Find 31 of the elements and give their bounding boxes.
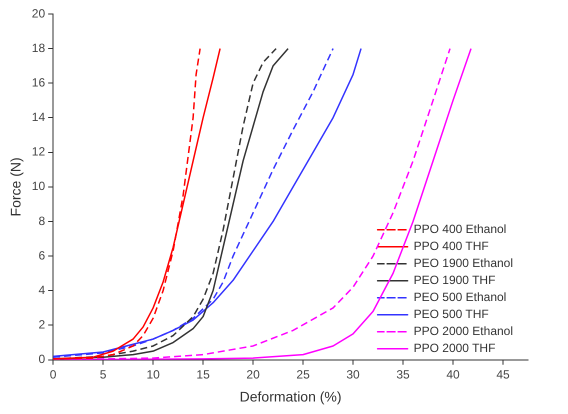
y-tick-label: 0: [38, 352, 46, 366]
y-tick-label: 18: [32, 40, 46, 55]
legend-label: PEO 1900 Ethanol: [414, 256, 513, 270]
y-tick-label: 20: [32, 6, 46, 20]
legend-label: PPO 400 Ethanol: [414, 222, 506, 236]
x-tick-label: 20: [246, 367, 260, 382]
y-tick-label: 12: [32, 144, 46, 159]
legend-label: PEO 500 THF: [414, 307, 489, 322]
x-tick-label: 0: [50, 367, 57, 382]
x-axis-title: Deformation (%): [240, 388, 342, 404]
legend-label: PPO 2000 Ethanol: [414, 324, 513, 338]
x-tick-label: 25: [296, 367, 310, 382]
legend-label: PPO 2000 THF: [414, 341, 496, 356]
y-tick-label: 6: [38, 248, 46, 262]
x-tick-label: 10: [146, 367, 160, 382]
y-tick-label: 14: [32, 110, 46, 124]
y-tick-label: 4: [38, 282, 46, 297]
y-tick-label: 8: [38, 214, 46, 228]
x-tick-label: 40: [446, 367, 460, 382]
x-tick-label: 35: [396, 367, 410, 382]
x-tick-label: 5: [100, 367, 107, 382]
x-tick-label: 45: [496, 367, 510, 382]
y-tick-label: 16: [32, 75, 46, 90]
x-tick-label: 15: [196, 367, 210, 382]
y-tick-label: 10: [32, 179, 46, 194]
y-axis-title: Force (N): [7, 157, 24, 216]
x-tick-label: 30: [346, 367, 360, 382]
legend-label: PEO 500 Ethanol: [414, 290, 506, 304]
legend-label: PPO 400 THF: [414, 239, 489, 254]
legend-label: PEO 1900 THF: [414, 273, 496, 288]
y-tick-label: 2: [38, 318, 46, 332]
